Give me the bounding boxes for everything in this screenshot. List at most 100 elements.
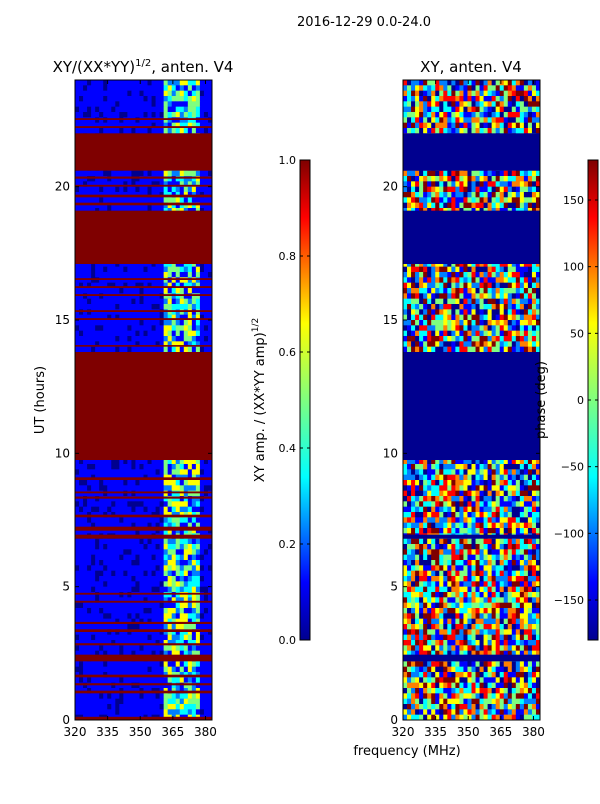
heatmap-cell bbox=[459, 176, 463, 182]
heatmap-cell bbox=[524, 85, 528, 91]
heatmap-cell bbox=[172, 507, 176, 513]
heatmap-cell bbox=[188, 560, 192, 566]
heatmap-cell bbox=[148, 272, 152, 278]
heatmap-cell bbox=[176, 299, 180, 305]
heatmap-cell bbox=[107, 549, 111, 555]
heatmap-cell bbox=[188, 587, 192, 593]
heatmap-cell bbox=[91, 469, 95, 475]
heatmap-cell bbox=[447, 80, 451, 86]
heatmap-cell bbox=[192, 661, 196, 667]
heatmap-cell bbox=[148, 267, 152, 273]
heatmap-cell bbox=[492, 203, 496, 209]
heatmap-cell bbox=[435, 123, 439, 129]
heatmap-cell bbox=[83, 667, 87, 673]
heatmap-cell bbox=[115, 325, 119, 331]
heatmap-cell bbox=[528, 181, 532, 187]
heatmap-cell bbox=[467, 176, 471, 182]
heatmap-cell bbox=[184, 112, 188, 118]
heatmap-cell bbox=[172, 197, 176, 203]
heatmap-cell bbox=[83, 677, 87, 683]
heatmap-cell bbox=[91, 571, 95, 577]
heatmap-cell bbox=[107, 267, 111, 273]
heatmap-cell bbox=[528, 80, 532, 86]
heatmap-cell bbox=[180, 304, 184, 310]
heatmap-cell bbox=[115, 549, 119, 555]
heatmap-cell bbox=[480, 80, 484, 86]
heatmap-cell bbox=[484, 117, 488, 123]
heatmap-cell bbox=[139, 587, 143, 593]
heatmap-cell bbox=[75, 587, 79, 593]
heatmap-cell bbox=[196, 539, 200, 545]
heatmap-cell bbox=[131, 347, 135, 353]
heatmap-cell bbox=[139, 325, 143, 331]
heatmap-cell bbox=[192, 464, 196, 470]
heatmap-cell bbox=[135, 587, 139, 593]
heatmap-cell bbox=[423, 112, 427, 118]
heatmap-cell bbox=[127, 469, 131, 475]
heatmap-cell bbox=[91, 96, 95, 102]
heatmap-cell bbox=[139, 677, 143, 683]
heatmap-cell bbox=[123, 667, 127, 673]
heatmap-cell bbox=[75, 693, 79, 699]
heatmap-cell bbox=[184, 635, 188, 641]
heatmap-cell bbox=[532, 128, 536, 134]
heatmap-cell bbox=[79, 587, 83, 593]
heatmap-cell bbox=[423, 117, 427, 123]
heatmap-cell bbox=[164, 80, 168, 86]
heatmap-cell bbox=[148, 576, 152, 582]
heatmap-cell bbox=[119, 581, 123, 587]
heatmap-cell bbox=[79, 539, 83, 545]
heatmap-cell bbox=[172, 187, 176, 193]
heatmap-cell bbox=[176, 171, 180, 177]
heatmap-cell bbox=[87, 581, 91, 587]
heatmap-cell bbox=[107, 560, 111, 566]
heatmap-cell bbox=[192, 603, 196, 609]
heatmap-cell bbox=[83, 80, 87, 86]
heatmap-cell bbox=[184, 96, 188, 102]
heatmap-cell bbox=[148, 661, 152, 667]
heatmap-cell bbox=[415, 96, 419, 102]
heatmap-cell bbox=[455, 181, 459, 187]
heatmap-cell bbox=[196, 325, 200, 331]
heatmap-cell bbox=[160, 272, 164, 278]
heatmap-cell bbox=[431, 128, 435, 134]
heatmap-cell bbox=[127, 539, 131, 545]
heatmap-cell bbox=[115, 693, 119, 699]
heatmap-cell bbox=[131, 661, 135, 667]
heatmap-cell bbox=[488, 197, 492, 203]
heatmap-cell bbox=[463, 101, 467, 107]
heatmap-cell bbox=[107, 469, 111, 475]
heatmap-cell bbox=[463, 107, 467, 113]
heatmap-cell bbox=[184, 560, 188, 566]
heatmap-cell bbox=[87, 347, 91, 353]
heatmap-cell bbox=[200, 464, 204, 470]
heatmap-cell bbox=[508, 117, 512, 123]
heatmap-cell bbox=[172, 171, 176, 177]
heatmap-cell bbox=[103, 587, 107, 593]
heatmap-cell bbox=[160, 112, 164, 118]
heatmap-cell bbox=[123, 624, 127, 630]
saturated-band bbox=[75, 535, 212, 539]
heatmap-cell bbox=[532, 197, 536, 203]
saturated-band bbox=[75, 278, 212, 280]
heatmap-cell bbox=[127, 608, 131, 614]
heatmap-cell bbox=[423, 176, 427, 182]
heatmap-cell bbox=[107, 347, 111, 353]
heatmap-cell bbox=[83, 635, 87, 641]
heatmap-cell bbox=[172, 101, 176, 107]
heatmap-cell bbox=[119, 464, 123, 470]
heatmap-cell bbox=[91, 709, 95, 715]
heatmap-cell bbox=[500, 117, 504, 123]
heatmap-cell bbox=[496, 192, 500, 198]
heatmap-cell bbox=[459, 80, 463, 86]
heatmap-cell bbox=[91, 320, 95, 326]
heatmap-cell bbox=[164, 624, 168, 630]
heatmap-cell bbox=[455, 112, 459, 118]
heatmap-cell bbox=[512, 203, 516, 209]
heatmap-cell bbox=[152, 667, 156, 673]
heatmap-cell bbox=[103, 565, 107, 571]
heatmap-cell bbox=[131, 565, 135, 571]
heatmap-cell bbox=[192, 267, 196, 273]
heatmap-cell bbox=[484, 85, 488, 91]
heatmap-cell bbox=[123, 576, 127, 582]
